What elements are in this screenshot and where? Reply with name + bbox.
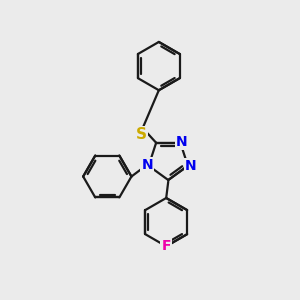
Text: N: N [176, 135, 188, 149]
Text: N: N [185, 159, 196, 173]
Text: N: N [141, 158, 153, 172]
Text: S: S [136, 127, 147, 142]
Text: F: F [161, 239, 171, 253]
